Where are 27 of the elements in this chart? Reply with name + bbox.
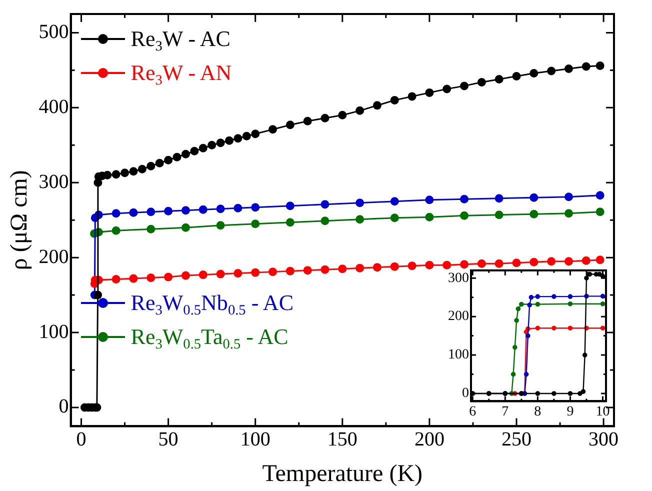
y-tick-label: 500 [38, 20, 69, 43]
y-tick-label: 300 [448, 270, 469, 286]
y-tick-label: 400 [38, 96, 69, 118]
x-tick-label: 150 [327, 428, 358, 450]
x-tick-label: 100 [240, 428, 270, 450]
y-tick-label: 0 [462, 386, 469, 402]
x-tick-label: 10 [596, 404, 610, 420]
x-tick-label: 8 [534, 404, 542, 420]
y-tick-label: 200 [448, 309, 469, 324]
x-tick-label: 6 [469, 404, 476, 420]
y-tick-label: 100 [38, 320, 69, 343]
x-tick-label: 300 [588, 428, 619, 450]
legend-label: Re$_{3}$W$_{0.5}$Nb$_{0.5}$ - AC [130, 289, 294, 320]
x-tick-label: 200 [414, 428, 444, 450]
y-tick-label: 100 [448, 348, 469, 363]
legend-label: Re$_{3}$W$_{0.5}$Ta$_{0.5}$ - AC [130, 323, 288, 354]
legend-label: Re$_{3}$W - AC [130, 25, 230, 56]
y-axis-title: ρ (μΩ cm) [6, 170, 33, 270]
x-tick-label: 250 [502, 428, 532, 450]
y-tick-label: 200 [38, 246, 69, 268]
legend-label: Re$_{3}$W - AN [130, 59, 232, 90]
x-tick-label: 9 [566, 404, 574, 420]
y-tick-label: 300 [38, 170, 69, 193]
x-tick-label: 7 [502, 404, 509, 420]
x-tick-label: 0 [76, 428, 86, 450]
x-tick-label: 50 [158, 428, 178, 450]
x-axis-title: Temperature (K) [262, 460, 423, 487]
